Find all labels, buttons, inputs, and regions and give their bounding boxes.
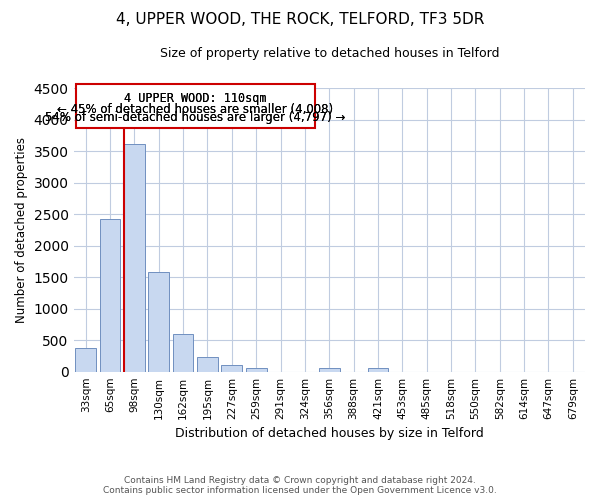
Text: 54% of semi-detached houses are larger (4,797) →: 54% of semi-detached houses are larger (… [45,112,346,124]
Bar [319,368,340,372]
Text: ← 45% of detached houses are smaller (4,008): ← 45% of detached houses are smaller (4,… [57,102,334,116]
Bar [76,348,96,372]
Text: 4 UPPER WOOD: 110sqm: 4 UPPER WOOD: 110sqm [124,92,266,106]
Text: 54% of semi-detached houses are larger (4,797) →: 54% of semi-detached houses are larger (… [45,112,346,124]
Text: 4 UPPER WOOD: 110sqm: 4 UPPER WOOD: 110sqm [124,92,266,106]
Bar [368,368,388,372]
X-axis label: Distribution of detached houses by size in Telford: Distribution of detached houses by size … [175,427,484,440]
Text: 4, UPPER WOOD, THE ROCK, TELFORD, TF3 5DR: 4, UPPER WOOD, THE ROCK, TELFORD, TF3 5D… [116,12,484,28]
Bar [246,368,266,372]
FancyBboxPatch shape [76,84,314,128]
Bar [221,366,242,372]
Bar [100,219,121,372]
Bar [197,356,218,372]
Bar [173,334,193,372]
Y-axis label: Number of detached properties: Number of detached properties [15,137,28,323]
Bar [124,144,145,372]
Title: Size of property relative to detached houses in Telford: Size of property relative to detached ho… [160,48,499,60]
Text: Contains HM Land Registry data © Crown copyright and database right 2024.
Contai: Contains HM Land Registry data © Crown c… [103,476,497,495]
Bar [148,272,169,372]
Text: ← 45% of detached houses are smaller (4,008): ← 45% of detached houses are smaller (4,… [57,102,334,116]
